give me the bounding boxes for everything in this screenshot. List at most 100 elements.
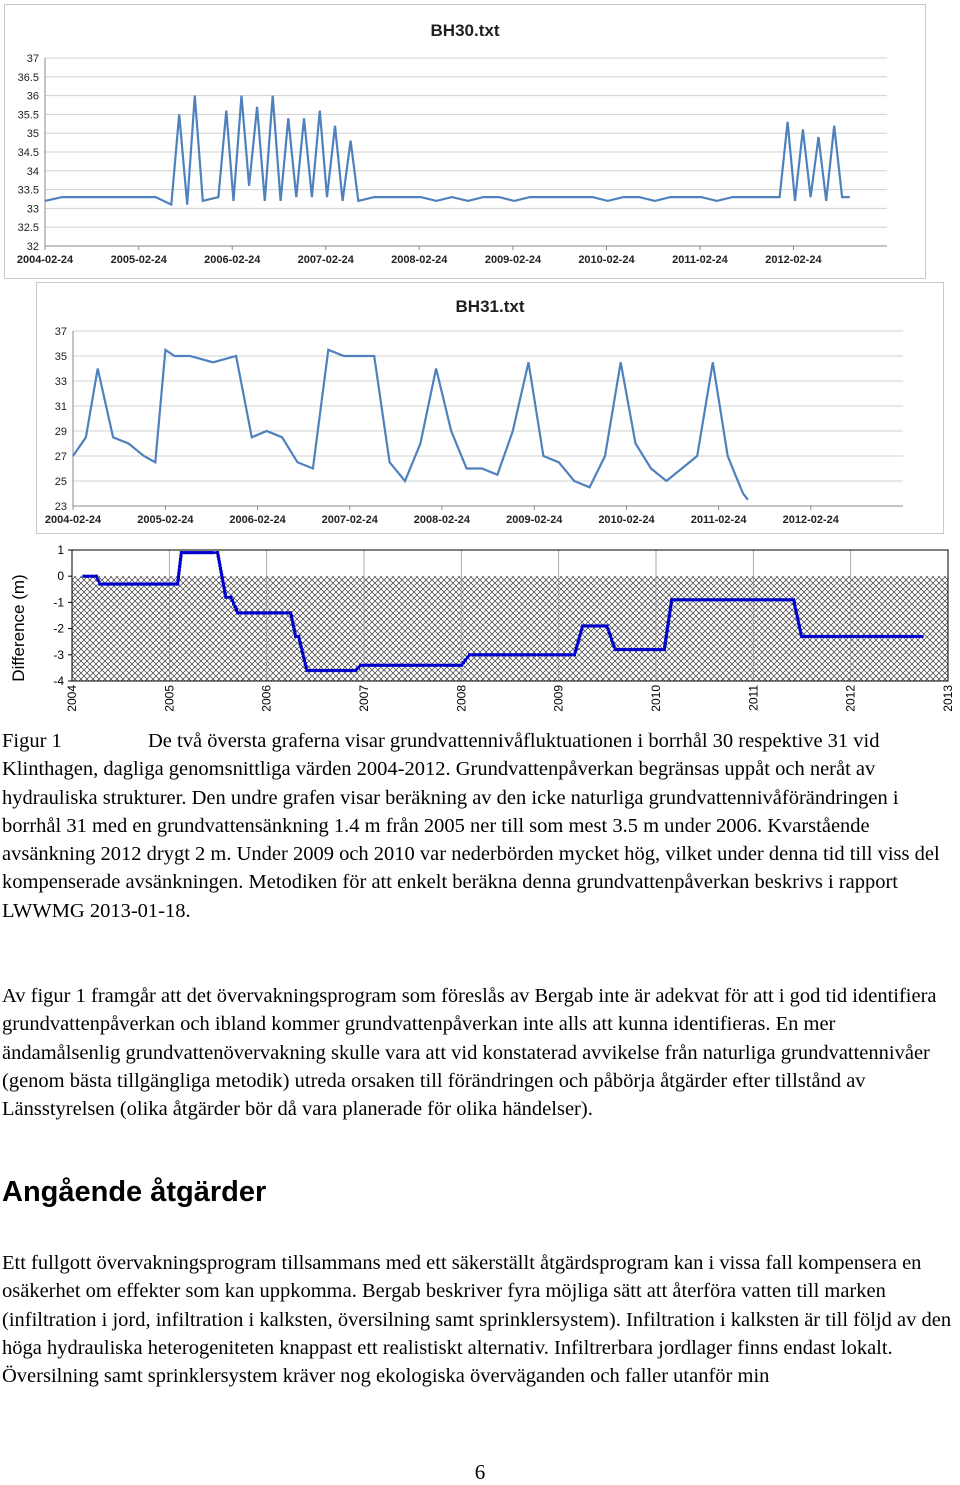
difference-marker — [216, 554, 220, 558]
difference-marker — [506, 653, 511, 657]
difference-marker — [203, 551, 207, 555]
difference-marker — [794, 608, 798, 612]
difference-marker — [601, 624, 606, 628]
difference-marker — [842, 634, 846, 639]
difference-marker — [633, 647, 637, 652]
difference-marker — [250, 611, 254, 615]
difference-marker — [587, 624, 592, 628]
difference-marker — [145, 582, 150, 586]
difference-marker — [135, 582, 140, 586]
difference-marker — [636, 647, 640, 652]
difference-marker — [529, 653, 533, 657]
difference-marker — [798, 628, 802, 632]
difference-marker — [750, 598, 754, 602]
difference-marker — [189, 551, 194, 555]
difference-marker — [223, 589, 227, 593]
difference-marker — [411, 663, 415, 667]
chart-difference: Difference (m) 2004 2005 2006 2007 2008 2009 2… — [0, 538, 960, 718]
difference-marker — [292, 628, 296, 632]
difference-marker — [232, 601, 236, 606]
difference-marker — [159, 582, 163, 586]
difference-marker — [297, 638, 302, 642]
difference-marker — [401, 663, 405, 667]
difference-marker — [260, 611, 264, 615]
difference-marker — [639, 647, 643, 652]
difference-marker — [220, 573, 224, 577]
difference-marker — [715, 598, 719, 602]
difference-marker — [868, 634, 872, 639]
difference-marker — [291, 624, 296, 628]
bh31-ytick-label: 33 — [55, 376, 67, 388]
bh30-xtick-label: 2007-02-24 — [298, 254, 355, 266]
difference-marker — [575, 643, 579, 647]
difference-marker — [664, 638, 668, 642]
difference-marker — [667, 614, 671, 618]
difference-marker — [290, 618, 294, 622]
difference-marker — [795, 614, 799, 619]
difference-marker — [576, 640, 580, 644]
difference-marker — [733, 598, 737, 602]
difference-marker — [791, 598, 796, 602]
difference-marker — [356, 666, 360, 670]
difference-marker — [385, 663, 389, 667]
difference-marker — [289, 611, 293, 615]
difference-marker — [427, 663, 431, 667]
difference-marker — [263, 611, 267, 615]
difference-marker — [467, 653, 472, 657]
chart-bh30: BH30.txt 37 36.5 36 35.5 35 34.5 34 33.5 33 32.5 3… — [4, 4, 926, 279]
difference-marker — [551, 653, 555, 657]
difference-marker — [398, 663, 402, 667]
difference-marker — [663, 644, 667, 648]
bh30-ytick-label: 35.5 — [18, 109, 39, 121]
difference-marker — [871, 634, 875, 639]
difference-marker — [289, 614, 293, 618]
difference-marker — [541, 653, 545, 657]
difference-marker — [218, 563, 222, 567]
difference-marker — [897, 634, 901, 639]
difference-marker — [746, 598, 751, 602]
bh30-xtick-label: 2010-02-24 — [578, 254, 635, 266]
difference-marker — [487, 653, 491, 657]
difference-marker — [572, 653, 576, 657]
difference-marker — [366, 663, 370, 667]
bh30-xtick-label: 2005-02-24 — [111, 254, 168, 266]
difference-ytick-label: -4 — [53, 674, 64, 688]
difference-marker — [649, 647, 653, 652]
difference-ytick-label: 1 — [57, 543, 64, 557]
difference-marker — [247, 611, 251, 615]
difference-marker — [767, 598, 771, 602]
chart-bh31: BH31.txt 37 35 33 31 29 27 25 23 2004-02-24 2005-… — [36, 282, 944, 534]
difference-marker — [463, 658, 468, 662]
difference-marker — [664, 634, 668, 638]
difference-marker — [125, 582, 130, 586]
paragraph-2: Ett fullgott övervakningsprogram tillsam… — [2, 1252, 952, 1388]
difference-ytick-label: -3 — [53, 648, 64, 662]
difference-marker — [610, 637, 614, 642]
difference-marker — [344, 668, 348, 673]
bh31-ytick-label: 37 — [55, 326, 67, 338]
difference-marker — [176, 575, 181, 579]
difference-marker — [277, 611, 281, 615]
difference-marker — [677, 598, 681, 602]
difference-marker — [453, 663, 457, 667]
bh30-ytick-label: 36 — [27, 91, 39, 103]
bh30-ytick-label: 35 — [27, 128, 39, 140]
difference-marker — [669, 604, 673, 609]
difference-marker — [461, 661, 465, 665]
difference-marker — [341, 668, 345, 673]
difference-marker — [172, 582, 176, 586]
difference-marker — [536, 653, 541, 657]
difference-marker — [233, 604, 237, 609]
bh30-ytick-label: 34 — [27, 166, 39, 178]
difference-marker — [165, 582, 170, 586]
bh30-xtick-label: 2009-02-24 — [485, 254, 542, 266]
difference-marker — [108, 582, 112, 586]
difference-marker — [328, 668, 332, 673]
bh30-ytick-label: 37 — [27, 53, 39, 65]
difference-marker — [177, 568, 181, 572]
difference-marker — [796, 618, 800, 622]
difference-marker — [881, 634, 885, 639]
difference-marker — [907, 634, 911, 639]
difference-marker — [839, 634, 843, 639]
